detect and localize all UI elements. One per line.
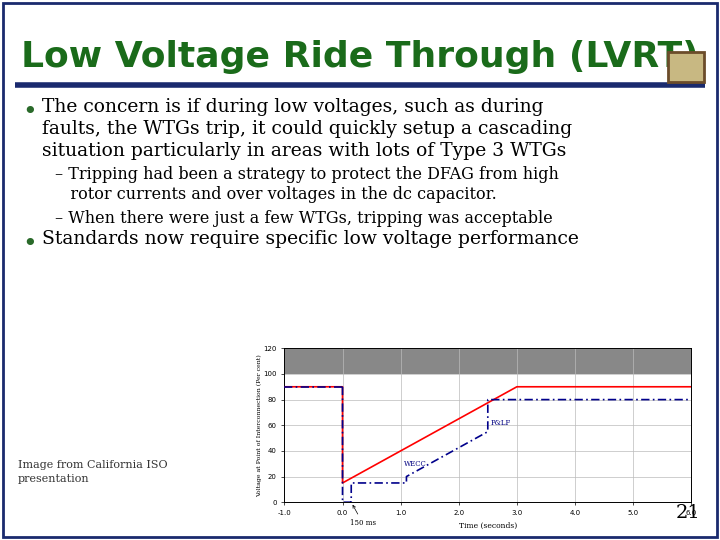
Text: Low Voltage Ride Through (LVRT): Low Voltage Ride Through (LVRT) [21, 40, 699, 74]
Text: The concern is if during low voltages, such as during: The concern is if during low voltages, s… [42, 98, 544, 116]
Text: •: • [22, 232, 37, 256]
Text: WECC: WECC [403, 460, 426, 468]
Text: rotor currents and over voltages in the dc capacitor.: rotor currents and over voltages in the … [55, 186, 497, 203]
Y-axis label: Voltage at Point of Interconnection (Per cent): Voltage at Point of Interconnection (Per… [256, 354, 262, 497]
FancyBboxPatch shape [668, 52, 704, 82]
Text: 150 ms: 150 ms [350, 505, 376, 527]
Text: faults, the WTGs trip, it could quickly setup a cascading: faults, the WTGs trip, it could quickly … [42, 120, 572, 138]
Text: 21: 21 [675, 504, 700, 522]
X-axis label: Time (seconds): Time (seconds) [459, 522, 517, 529]
Text: P&LF: P&LF [491, 419, 511, 427]
Text: •: • [22, 100, 37, 124]
Text: situation particularly in areas with lots of Type 3 WTGs: situation particularly in areas with lot… [42, 142, 567, 160]
Text: – When there were just a few WTGs, tripping was acceptable: – When there were just a few WTGs, tripp… [55, 210, 553, 227]
Text: Image from California ISO
presentation: Image from California ISO presentation [18, 460, 168, 484]
Text: – Tripping had been a strategy to protect the DFAG from high: – Tripping had been a strategy to protec… [55, 166, 559, 183]
Bar [284, 348, 691, 374]
Text: Standards now require specific low voltage performance: Standards now require specific low volta… [42, 230, 579, 248]
Text: I: I [681, 58, 690, 76]
